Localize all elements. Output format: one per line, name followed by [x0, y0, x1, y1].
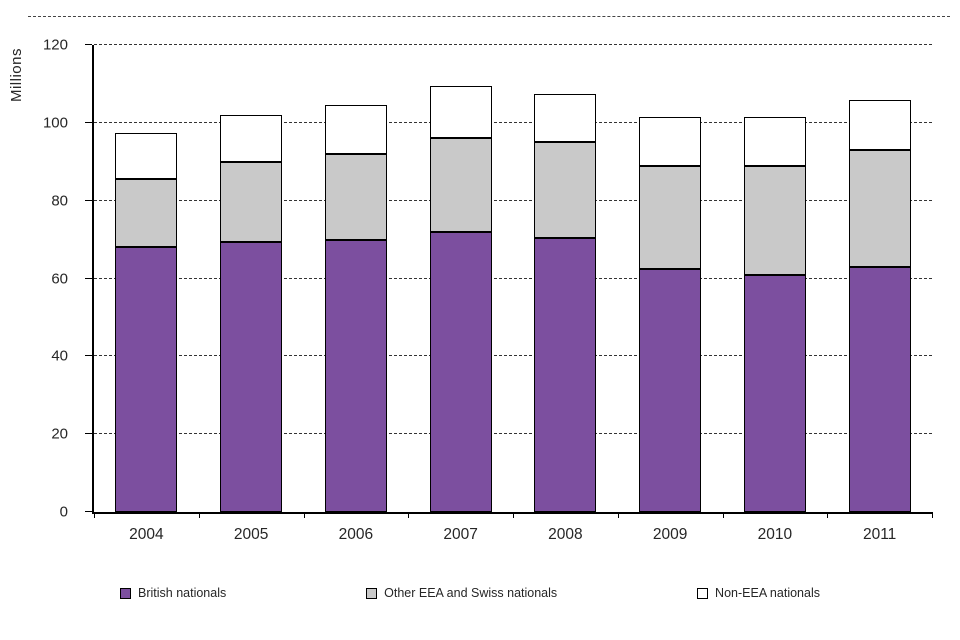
gridline-60	[94, 277, 932, 279]
bar-segment-2011-other-eea-and-swiss-nationals	[848, 150, 911, 267]
bar-segment-2009-non-eea-nationals	[639, 117, 702, 166]
legend-label: Non-EEA nationals	[715, 586, 820, 600]
legend-item-other-eea-and-swiss-nationals: Other EEA and Swiss nationals	[366, 586, 557, 600]
bar-2005	[220, 45, 283, 512]
bar-segment-2011-british-nationals	[848, 266, 911, 512]
bar-segment-2004-non-eea-nationals	[115, 132, 178, 180]
legend-swatch-icon	[120, 587, 131, 599]
y-tick-label-40: 40	[51, 347, 68, 365]
x-axis-label-2006: 2006	[338, 526, 374, 543]
bar-segment-2006-non-eea-nationals	[324, 105, 387, 154]
gridline-100	[94, 121, 932, 123]
legend-item-non-eea-nationals: Non-EEA nationals	[697, 586, 820, 600]
chart-border-top	[28, 16, 950, 17]
gridline-20	[94, 433, 932, 435]
bar-segment-2005-british-nationals	[220, 241, 283, 512]
bar-segment-2004-other-eea-and-swiss-nationals	[115, 179, 178, 248]
y-tick-mark-0	[85, 511, 92, 512]
x-axis-label-2004: 2004	[129, 526, 164, 543]
x-tick-mark-3	[408, 512, 410, 518]
y-tick-mark-100	[85, 121, 92, 123]
bar-2011	[848, 45, 911, 512]
x-axis-label-2011: 2011	[862, 526, 897, 543]
y-tick-mark-120	[85, 44, 92, 45]
y-tick-mark-40	[85, 355, 92, 357]
bar-segment-2010-other-eea-and-swiss-nationals	[743, 165, 806, 275]
bar-segment-2007-non-eea-nationals	[429, 85, 492, 139]
bar-segment-2004-british-nationals	[115, 247, 178, 512]
legend-item-british-nationals: British nationals	[120, 586, 226, 600]
y-tick-label-20: 20	[51, 425, 68, 443]
y-tick-mark-20	[85, 433, 92, 435]
x-tick-mark-5	[617, 512, 619, 518]
y-tick-label-100: 100	[42, 114, 68, 132]
y-tick-label-80: 80	[51, 192, 68, 210]
bar-segment-2008-non-eea-nationals	[534, 93, 597, 143]
bar-segment-2006-other-eea-and-swiss-nationals	[324, 153, 387, 240]
gridline-120	[94, 44, 932, 45]
x-axis-label-2009: 2009	[652, 526, 688, 543]
bar-2004	[115, 45, 178, 512]
legend-swatch-icon	[366, 587, 378, 599]
y-tick-mark-80	[85, 199, 92, 201]
legend-swatch-icon	[697, 587, 709, 599]
bar-segment-2006-british-nationals	[324, 239, 387, 512]
x-tick-mark-8	[932, 512, 933, 518]
bar-segment-2005-other-eea-and-swiss-nationals	[220, 161, 283, 242]
y-tick-label-0: 0	[59, 503, 68, 521]
x-tick-mark-6	[722, 512, 724, 518]
bar-2006	[324, 45, 387, 512]
plot-area: 2004 2005 2006 2007 2008 2009 2010 2011	[85, 44, 933, 543]
bar-2007	[429, 45, 492, 512]
x-tick-mark-0	[94, 512, 95, 518]
gridline-40	[94, 355, 932, 357]
x-axis-label-2007: 2007	[443, 526, 478, 543]
y-tick-label-60: 60	[51, 270, 68, 287]
bar-segment-2011-non-eea-nationals	[848, 99, 911, 151]
bar-segment-2008-other-eea-and-swiss-nationals	[534, 142, 597, 238]
bar-segment-2008-british-nationals	[534, 237, 597, 512]
y-axis-tick-labels: 0 20 40 60 80 100 120	[0, 37, 84, 521]
bar-segment-2010-non-eea-nationals	[743, 117, 806, 166]
y-tick-label-120: 120	[42, 36, 68, 54]
legend-label: British nationals	[138, 586, 227, 600]
bar-segment-2007-other-eea-and-swiss-nationals	[429, 138, 492, 232]
legend-label: Other EEA and Swiss nationals	[384, 586, 558, 600]
y-tick-mark-60	[85, 277, 92, 279]
bar-2008	[534, 45, 597, 512]
bar-segment-2005-non-eea-nationals	[220, 115, 283, 162]
bar-segment-2009-other-eea-and-swiss-nationals	[639, 165, 702, 269]
legend: British nationals Other EEA and Swiss nat…	[120, 586, 820, 600]
x-tick-mark-7	[827, 512, 829, 518]
bar-segment-2007-british-nationals	[429, 231, 492, 512]
bar-2010	[743, 45, 806, 512]
x-tick-mark-1	[198, 512, 200, 518]
x-tick-mark-2	[303, 512, 305, 518]
bar-2009	[639, 45, 702, 512]
x-axis-label-2008: 2008	[548, 526, 583, 543]
x-axis-label-2010: 2010	[757, 526, 793, 543]
x-axis-label-2005: 2005	[233, 526, 269, 543]
bar-segment-2009-british-nationals	[639, 268, 702, 512]
gridline-80	[94, 199, 932, 201]
x-tick-mark-4	[513, 512, 514, 518]
bar-segment-2010-british-nationals	[743, 274, 806, 512]
